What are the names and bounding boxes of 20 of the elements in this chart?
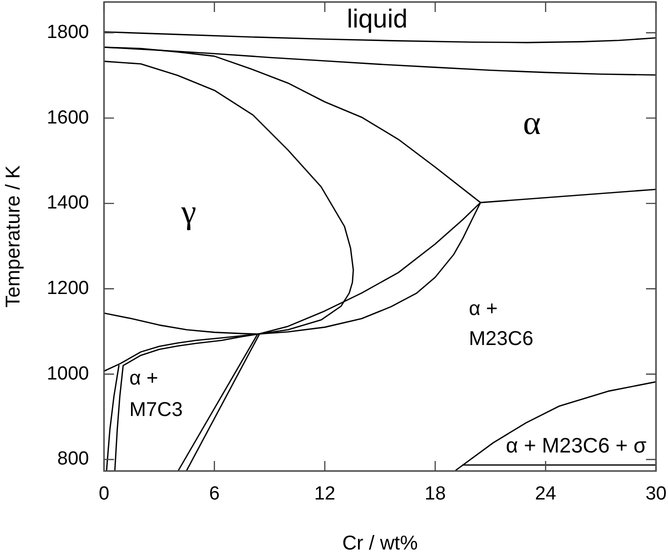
annotation: α + M23C6	[468, 298, 534, 350]
annotation: α + M23C6 + σ	[506, 434, 647, 458]
y-tick-label: 1400	[46, 192, 89, 214]
x-tick-label: 24	[535, 484, 557, 505]
y-axis-title: Temperature / K	[2, 164, 25, 308]
annotation: γ	[180, 194, 196, 231]
annotation: liquid	[346, 3, 408, 34]
y-tick-label: 1000	[46, 363, 89, 384]
annotation: α	[522, 104, 541, 142]
x-axis-title: Cr / wt%	[342, 532, 418, 555]
x-tick-label: 0	[98, 484, 110, 505]
x-tick-label: 12	[314, 484, 336, 505]
y-tick-label: 1800	[46, 22, 89, 43]
annotation: α + M7C3	[129, 367, 183, 421]
x-tick-label: 30	[645, 484, 667, 505]
y-tick-label: 1600	[46, 107, 89, 128]
x-tick-label: 6	[209, 484, 220, 505]
x-tick-label: 18	[424, 484, 446, 505]
y-tick-label: 800	[57, 448, 89, 470]
y-tick-label: 1200	[46, 278, 89, 300]
